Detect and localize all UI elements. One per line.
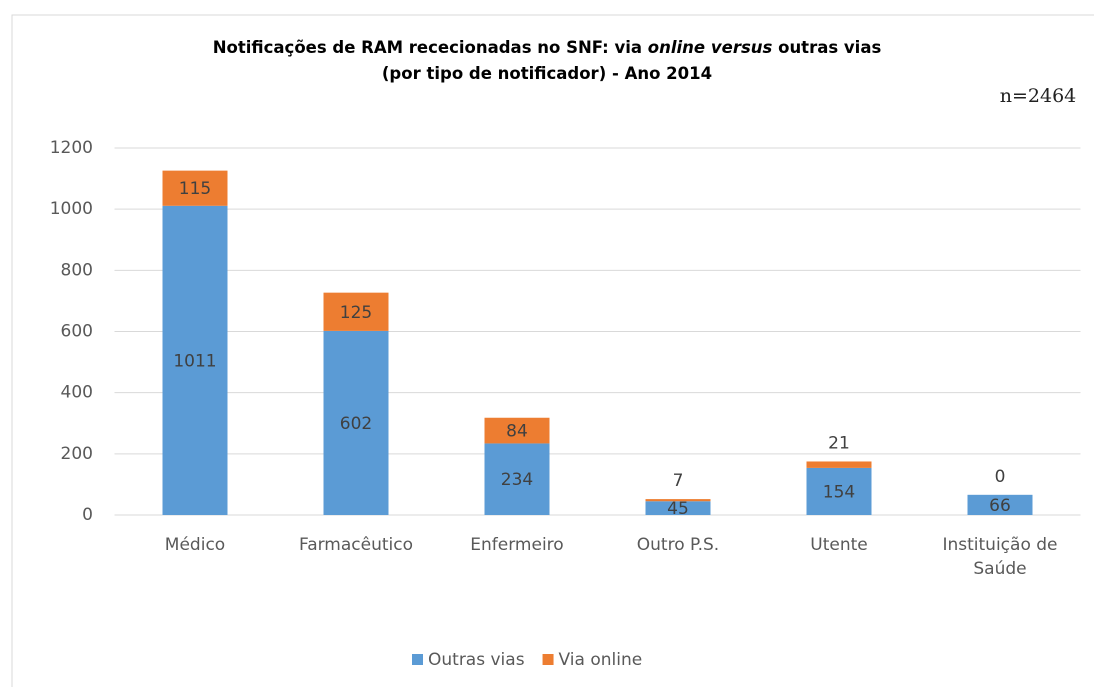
bar-segment <box>162 170 228 206</box>
bar-segment <box>323 330 389 515</box>
x-tick-label: Enfermeiro <box>470 535 564 555</box>
legend-swatch <box>412 654 423 665</box>
title-part: online <box>648 38 705 57</box>
data-label: 1011 <box>173 351 216 371</box>
y-tick-label: 800 <box>61 260 93 280</box>
data-label: 7 <box>673 471 684 491</box>
bar-segment <box>645 501 711 515</box>
y-tick-label: 400 <box>61 383 93 403</box>
y-tick-label: 200 <box>61 444 93 464</box>
x-tick-label: Instituição de Saúde <box>942 535 1058 579</box>
data-label: 154 <box>823 482 855 502</box>
chart-frame <box>11 14 1094 687</box>
data-label: 602 <box>340 414 372 434</box>
x-tick-label: Outro P.S. <box>636 535 720 555</box>
data-label: 125 <box>340 303 372 323</box>
data-label: 115 <box>179 179 211 199</box>
bar-segment <box>484 443 550 515</box>
title-part: outras vias <box>772 38 881 57</box>
x-tick-label: Utente <box>810 535 868 555</box>
y-tick-label: 0 <box>82 505 93 525</box>
data-label: 234 <box>501 470 533 490</box>
x-tick-label: Farmacêutico <box>298 535 414 555</box>
chart-title: (por tipo de notificador) - Ano 2014 <box>382 64 712 83</box>
bar-segment <box>323 292 389 331</box>
data-label: 0 <box>995 467 1006 487</box>
data-label: 21 <box>828 433 850 453</box>
annotation: n=2464 <box>1000 85 1077 107</box>
bar-segment <box>645 499 711 502</box>
y-tick-label: 1000 <box>50 199 93 219</box>
data-label: 45 <box>667 499 689 519</box>
title-part: Notificações de RAM rececionadas no SNF:… <box>213 38 648 57</box>
legend-swatch <box>542 654 554 665</box>
title-part: (por tipo de notificador) - Ano 2014 <box>382 64 712 83</box>
data-label: 84 <box>506 422 528 442</box>
bar-segment <box>162 205 228 516</box>
data-label: 66 <box>989 496 1011 516</box>
chart-title: Notificações de RAM rececionadas no SNF:… <box>213 38 882 57</box>
bar-segment <box>967 494 1033 515</box>
bar-segment <box>806 467 872 515</box>
title-part: versus <box>711 38 773 57</box>
legend-label: Outras vias <box>428 650 525 670</box>
bar-segment <box>484 417 550 444</box>
y-tick-label: 600 <box>61 322 93 342</box>
bar-segment <box>806 461 872 468</box>
y-tick-label: 1200 <box>50 138 93 158</box>
x-tick-label: Médico <box>164 535 226 555</box>
legend-label: Via online <box>559 650 643 670</box>
